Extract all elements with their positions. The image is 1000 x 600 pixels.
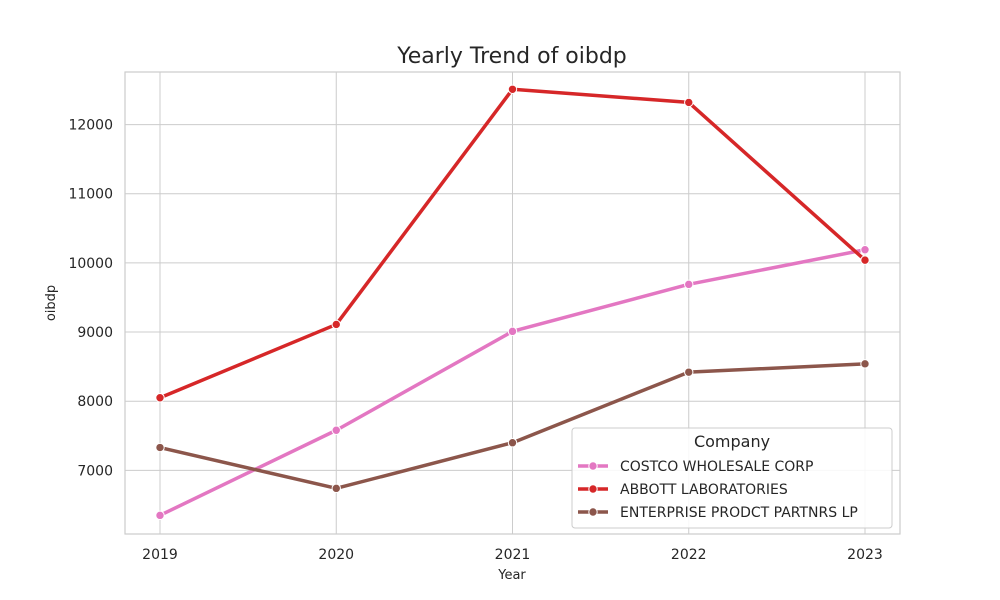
data-point xyxy=(860,255,870,265)
x-tick-label: 2022 xyxy=(671,547,707,563)
legend-swatch-marker xyxy=(588,484,598,494)
data-point xyxy=(155,510,165,521)
x-tick-label: 2020 xyxy=(318,547,354,563)
legend-box xyxy=(571,427,893,529)
data-point xyxy=(860,359,870,369)
series-1 xyxy=(155,84,870,403)
x-tick-label: 2021 xyxy=(495,547,531,563)
data-point xyxy=(684,367,694,377)
legend-item: ABBOTT LABORATORIES xyxy=(578,482,788,498)
data-point xyxy=(507,84,518,94)
series-2 xyxy=(155,359,870,494)
y-axis-label: oibdp xyxy=(44,285,59,321)
y-tick-label: 12000 xyxy=(68,118,113,134)
y-tick-label: 10000 xyxy=(68,256,113,272)
data-point xyxy=(860,245,870,255)
plot-area-border xyxy=(124,71,901,535)
x-axis-ticks: 2019 2020 2021 2022 2023 xyxy=(142,547,883,563)
legend-item: COSTCO WHOLESALE CORP xyxy=(578,459,813,475)
legend-label: ENTERPRISE PRODCT PARTNRS LP xyxy=(620,505,858,521)
legend-label: COSTCO WHOLESALE CORP xyxy=(620,459,813,475)
legend-swatch-marker xyxy=(588,461,598,471)
x-tick-label: 2019 xyxy=(142,547,178,563)
data-point xyxy=(331,483,341,494)
series-lines xyxy=(155,84,870,521)
chart-title: Yearly Trend of oibdp xyxy=(396,44,627,69)
y-tick-label: 7000 xyxy=(77,463,113,479)
y-tick-label: 9000 xyxy=(77,325,113,341)
data-point xyxy=(507,438,518,448)
legend-items: COSTCO WHOLESALE CORP ABBOTT LABORATORIES… xyxy=(578,459,858,521)
legend-item: ENTERPRISE PRODCT PARTNRS LP xyxy=(578,505,858,521)
legend: Company COSTCO WHOLESALE CORP ABBOTT LABO… xyxy=(571,427,893,529)
legend-label: ABBOTT LABORATORIES xyxy=(620,482,788,498)
series-0 xyxy=(155,245,870,521)
y-tick-label: 11000 xyxy=(68,187,113,203)
legend-title: Company xyxy=(694,432,770,451)
data-point xyxy=(331,425,341,435)
data-point xyxy=(155,442,165,453)
data-point xyxy=(507,326,518,337)
data-point xyxy=(155,393,165,403)
y-tick-label: 8000 xyxy=(77,394,113,410)
y-axis-ticks: 7000 8000 9000 10000 11000 12000 xyxy=(68,118,113,480)
legend-swatch-marker xyxy=(588,507,598,517)
x-tick-label: 2023 xyxy=(847,547,883,563)
x-axis-label: Year xyxy=(497,568,526,583)
data-point xyxy=(331,319,341,330)
data-point xyxy=(684,97,694,108)
data-point xyxy=(684,279,694,290)
